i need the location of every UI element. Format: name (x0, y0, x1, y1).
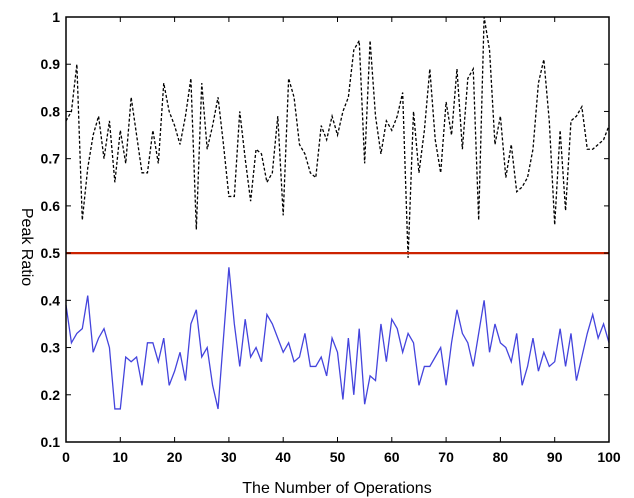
x-tick-label: 100 (597, 449, 621, 465)
y-tick-label: 1 (52, 9, 60, 25)
y-tick-label: 0.7 (41, 151, 61, 167)
x-tick-label: 90 (547, 449, 563, 465)
y-tick-label: 0.8 (41, 103, 61, 119)
x-tick-label: 10 (113, 449, 129, 465)
x-axis: 0 10 20 30 40 50 60 70 80 90 100 (62, 17, 621, 465)
x-tick-label: 80 (493, 449, 509, 465)
series-layer (65, 16, 610, 410)
x-tick-label: 70 (438, 449, 454, 465)
x-tick-label: 20 (167, 449, 183, 465)
y-tick-label: 0.4 (41, 292, 61, 308)
solid-series-line (65, 267, 610, 410)
y-axis-title: Peak Ratio (18, 208, 35, 286)
y-tick-label: 0.1 (41, 434, 61, 450)
y-tick-label: 0.3 (41, 340, 61, 356)
x-tick-label: 0 (62, 449, 70, 465)
plot-area (66, 17, 609, 442)
x-tick-label: 50 (330, 449, 346, 465)
y-tick-label: 0.2 (41, 387, 61, 403)
y-tick-label: 0.5 (41, 245, 61, 261)
x-axis-title: The Number of Operations (242, 480, 431, 497)
x-tick-label: 60 (384, 449, 400, 465)
x-tick-label: 40 (275, 449, 291, 465)
y-tick-label: 0.6 (41, 198, 61, 214)
y-axis: 0.1 0.2 0.3 0.4 0.5 0.6 0.7 0.8 0.9 1 (41, 9, 609, 450)
y-tick-label: 0.9 (41, 56, 61, 72)
dashed-series-line (65, 16, 610, 258)
x-tick-label: 30 (221, 449, 237, 465)
